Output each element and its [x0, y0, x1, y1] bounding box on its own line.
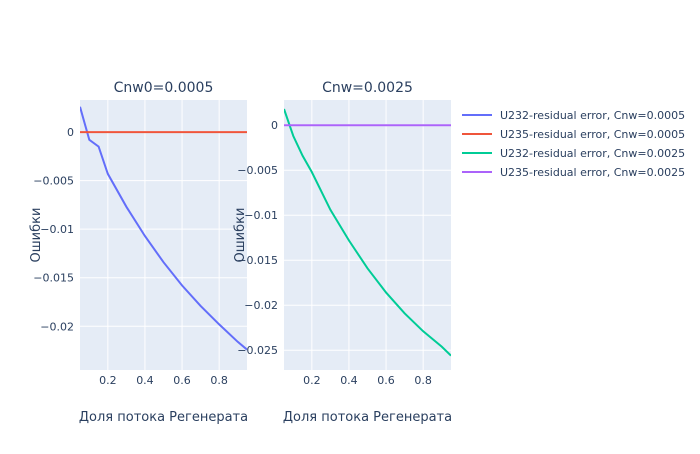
y-tick-label: −0.005 — [33, 175, 74, 188]
y-tick-label: −0.02 — [244, 299, 278, 312]
x-tick-label: 0.8 — [414, 374, 432, 387]
x-tick-label: 0.4 — [340, 374, 358, 387]
plot-area-right — [284, 100, 451, 370]
legend-label: U235-residual error, Cnw=0.0025 — [500, 166, 685, 179]
y-tick-label: −0.015 — [33, 272, 74, 285]
series-line — [284, 108, 451, 357]
legend-item[interactable]: U235-residual error, Cnw=0.0005 — [462, 128, 685, 141]
series-line — [80, 106, 247, 351]
y-tick-label: −0.025 — [237, 344, 278, 357]
legend-item[interactable]: U232-residual error, Cnw=0.0005 — [462, 109, 685, 122]
legend-item[interactable]: U235-residual error, Cnw=0.0025 — [462, 166, 685, 179]
y-axis-label-right: Ошибки — [233, 208, 248, 263]
legend-label: U232-residual error, Cnw=0.0025 — [500, 147, 685, 160]
subplot-left: 0.2 0.4 0.6 0.8 0 −0.005 −0.01 −0.015 −0.02 Cnw0… — [29, 80, 248, 425]
x-axis-label-left: Доля потока Регенерата — [79, 410, 248, 425]
x-tick-label: 0.6 — [377, 374, 395, 387]
legend-label: U235-residual error, Cnw=0.0005 — [500, 128, 685, 141]
y-tick-label: 0 — [271, 119, 278, 132]
y-tick-label: −0.005 — [237, 164, 278, 177]
legend-label: U232-residual error, Cnw=0.0005 — [500, 109, 685, 122]
ticks-right: 0.2 0.4 0.6 0.8 0 −0.005 −0.01 −0.015 −0.02 −0.02… — [237, 119, 432, 387]
series-group-left — [80, 106, 247, 351]
legend[interactable]: U232-residual error, Cnw=0.0005 U235-res… — [462, 109, 685, 179]
x-tick-label: 0.2 — [99, 374, 117, 387]
x-tick-label: 0.8 — [210, 374, 228, 387]
legend-item[interactable]: U232-residual error, Cnw=0.0025 — [462, 147, 685, 160]
y-tick-label: −0.01 — [244, 209, 278, 222]
x-tick-label: 0.6 — [173, 374, 191, 387]
subplot-right: 0.2 0.4 0.6 0.8 0 −0.005 −0.01 −0.015 −0.02 −0.02… — [233, 80, 452, 425]
y-tick-label: 0 — [67, 126, 74, 139]
subplot-title-right: Cnw=0.0025 — [322, 80, 413, 96]
x-tick-label: 0.2 — [303, 374, 321, 387]
series-group-right — [284, 108, 451, 357]
y-tick-label: −0.015 — [237, 254, 278, 267]
y-tick-label: −0.01 — [40, 223, 74, 236]
y-axis-label-left: Ошибки — [29, 208, 44, 263]
ticks-left: 0.2 0.4 0.6 0.8 0 −0.005 −0.01 −0.015 −0.02 — [33, 126, 228, 387]
subplot-title-left: Cnw0=0.0005 — [114, 80, 214, 96]
x-tick-label: 0.4 — [136, 374, 154, 387]
plot-area-left — [80, 100, 247, 370]
x-axis-label-right: Доля потока Регенерата — [283, 410, 452, 425]
y-tick-label: −0.02 — [40, 320, 74, 333]
